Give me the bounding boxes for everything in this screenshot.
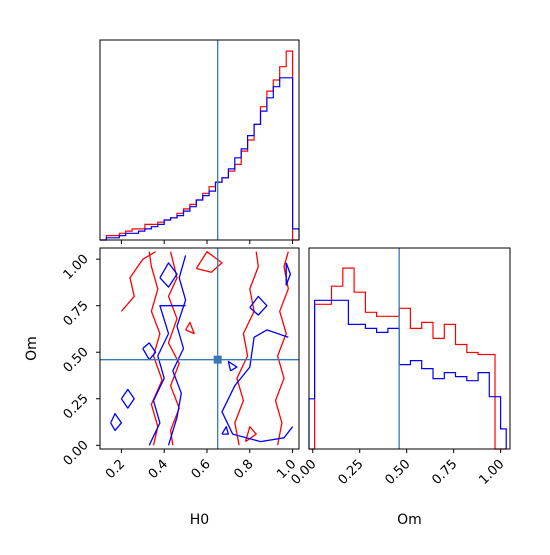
contour-blue-1 [167, 255, 187, 446]
om-xtick-label: 1.00 [476, 457, 507, 488]
joint-contours [110, 251, 294, 446]
om-histogram-blue [308, 299, 507, 449]
contour-blue-2 [221, 329, 294, 443]
h0-marginal-panel [99, 39, 300, 244]
h0-om-joint-panel: 0.2 0.4 0.6 0.8 1.00.000.250.500.751.00 H0 O… [24, 247, 300, 528]
om-histogram-series [308, 267, 507, 450]
joint-ytick-label: 0.25 [61, 391, 92, 422]
contour-blue-5 [142, 342, 157, 361]
joint-ytick-label: 0.75 [61, 298, 92, 329]
om-xtick-label: 0.75 [429, 457, 460, 488]
h0-histogram-series [100, 50, 300, 241]
om-xtick-label: 0.50 [382, 457, 413, 488]
contour-red-7 [185, 321, 195, 335]
om-marginal-ticks: 0.00 0.25 0.50 0.75 1.00 [289, 449, 507, 488]
contour-blue-8 [227, 360, 238, 372]
joint-ytick-label: 0.00 [61, 438, 92, 469]
om-xtick-label: 0.25 [335, 457, 366, 488]
joint-y-axis-label: Om [24, 336, 40, 361]
joint-xtick-label: 0.2 [103, 457, 128, 482]
contour-blue-0 [148, 305, 186, 446]
contour-red-0 [148, 251, 163, 446]
joint-ticks: 0.2 0.4 0.6 0.8 1.00.000.250.500.751.00 [61, 252, 300, 482]
joint-ytick-label: 1.00 [61, 252, 92, 283]
h0-histogram-blue [100, 77, 300, 241]
joint-xtick-label: 0.8 [231, 457, 256, 482]
om-marginal-panel: 0.00 0.25 0.50 0.75 1.00 Om [289, 247, 511, 528]
contour-blue-9 [221, 426, 230, 435]
contour-blue-7 [120, 388, 135, 409]
contour-blue-6 [110, 412, 123, 432]
h0-histogram-red [100, 50, 299, 241]
joint-ytick-label: 0.50 [61, 345, 92, 376]
h0-marginal-frame [99, 39, 300, 241]
h0-marginal-ticks [120, 240, 294, 244]
contour-red-2 [234, 251, 259, 446]
contour-red-4 [120, 251, 156, 312]
contour-red-6 [244, 426, 257, 443]
contour-red-5 [195, 251, 223, 273]
joint-x-axis-label: H0 [190, 512, 209, 528]
joint-xtick-label: 0.4 [146, 457, 171, 482]
om-marginal-frame [308, 247, 511, 450]
om-histogram-red [309, 267, 507, 450]
joint-truth-marker [213, 355, 222, 364]
joint-xtick-label: 0.6 [189, 457, 214, 482]
contour-red-1 [167, 251, 180, 446]
contour-blue-3 [285, 262, 292, 286]
joint-frame [99, 247, 300, 450]
om-x-axis-label: Om [397, 512, 422, 528]
contour-blue-10 [249, 295, 268, 316]
contour-blue-4 [159, 262, 178, 288]
